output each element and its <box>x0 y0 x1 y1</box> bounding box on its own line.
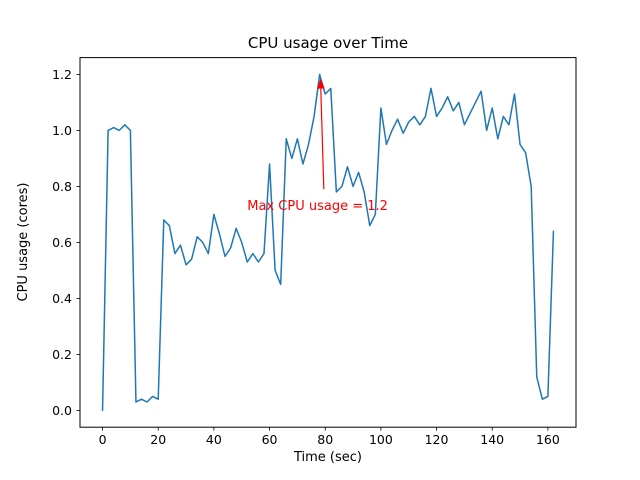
y-tick-label: 0.4 <box>52 291 72 306</box>
x-tick-label: 140 <box>480 432 504 447</box>
y-tick-label: 1.2 <box>52 67 72 82</box>
chart-title: CPU usage over Time <box>248 34 408 52</box>
x-tick-label: 40 <box>206 432 222 447</box>
axes-layer: 0 20 40 60 80 100 120 140 160 0.0 0.2 0.4 0.6 0.8 1.0 1… <box>52 57 577 447</box>
x-tick-label: 80 <box>317 432 333 447</box>
y-tick-label: 1.0 <box>52 123 72 138</box>
y-tick-label: 0.8 <box>52 179 72 194</box>
x-tick-label: 100 <box>369 432 393 447</box>
x-tick-label: 160 <box>536 432 560 447</box>
y-tick-label: 0.6 <box>52 235 72 250</box>
max-annotation-arrow <box>316 78 325 190</box>
x-tick-label: 0 <box>99 432 107 447</box>
cpu-usage-series <box>101 73 555 412</box>
x-axis-label: Time (sec) <box>293 450 362 465</box>
y-axis-label: CPU usage (cores) <box>16 183 31 302</box>
max-annotation-text: Max CPU usage = 1.2 <box>247 199 388 214</box>
x-tick-label: 60 <box>262 432 278 447</box>
y-tick-label: 0.2 <box>52 347 72 362</box>
x-tick-label: 20 <box>150 432 166 447</box>
y-tick-label: 0.0 <box>52 403 72 418</box>
x-tick-label: 120 <box>425 432 449 447</box>
